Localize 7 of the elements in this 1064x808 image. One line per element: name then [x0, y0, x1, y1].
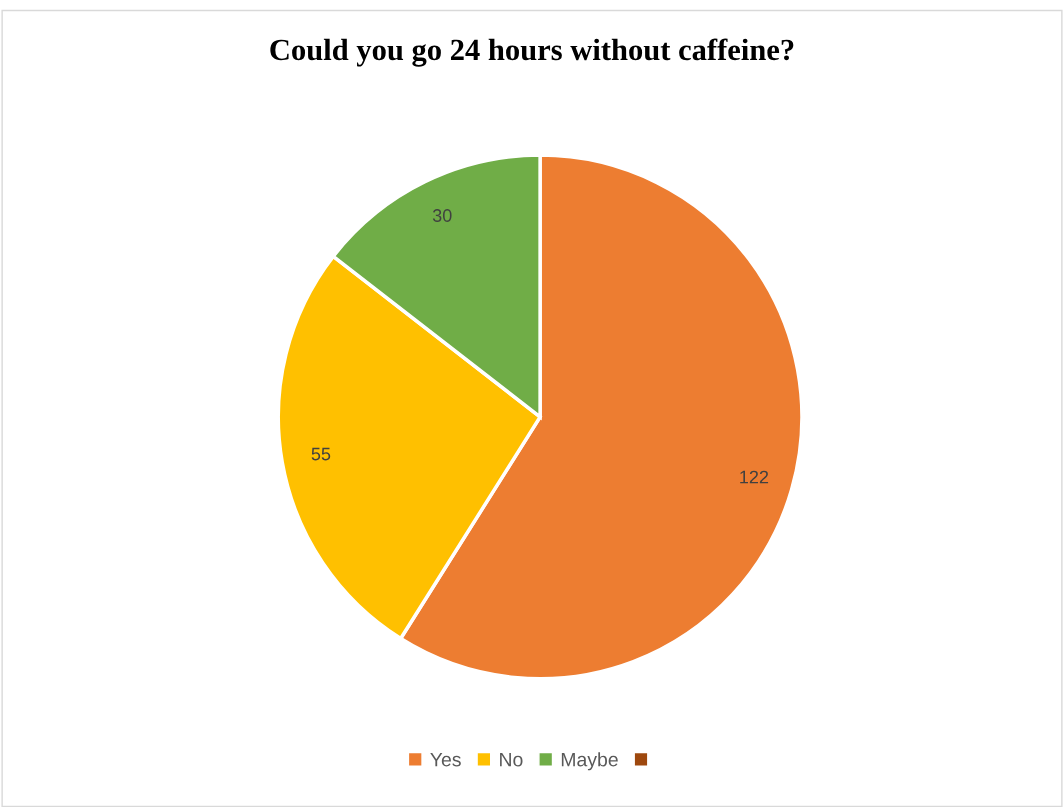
legend-label: Maybe: [561, 752, 618, 771]
data-label: 122: [740, 470, 769, 484]
legend-label: Yes: [430, 752, 461, 767]
data-label: 30: [432, 209, 452, 222]
chart-title: Could you go 24 hours without caffeine?: [270, 38, 794, 67]
data-label: 55: [311, 447, 331, 461]
legend-label: No: [500, 752, 523, 767]
